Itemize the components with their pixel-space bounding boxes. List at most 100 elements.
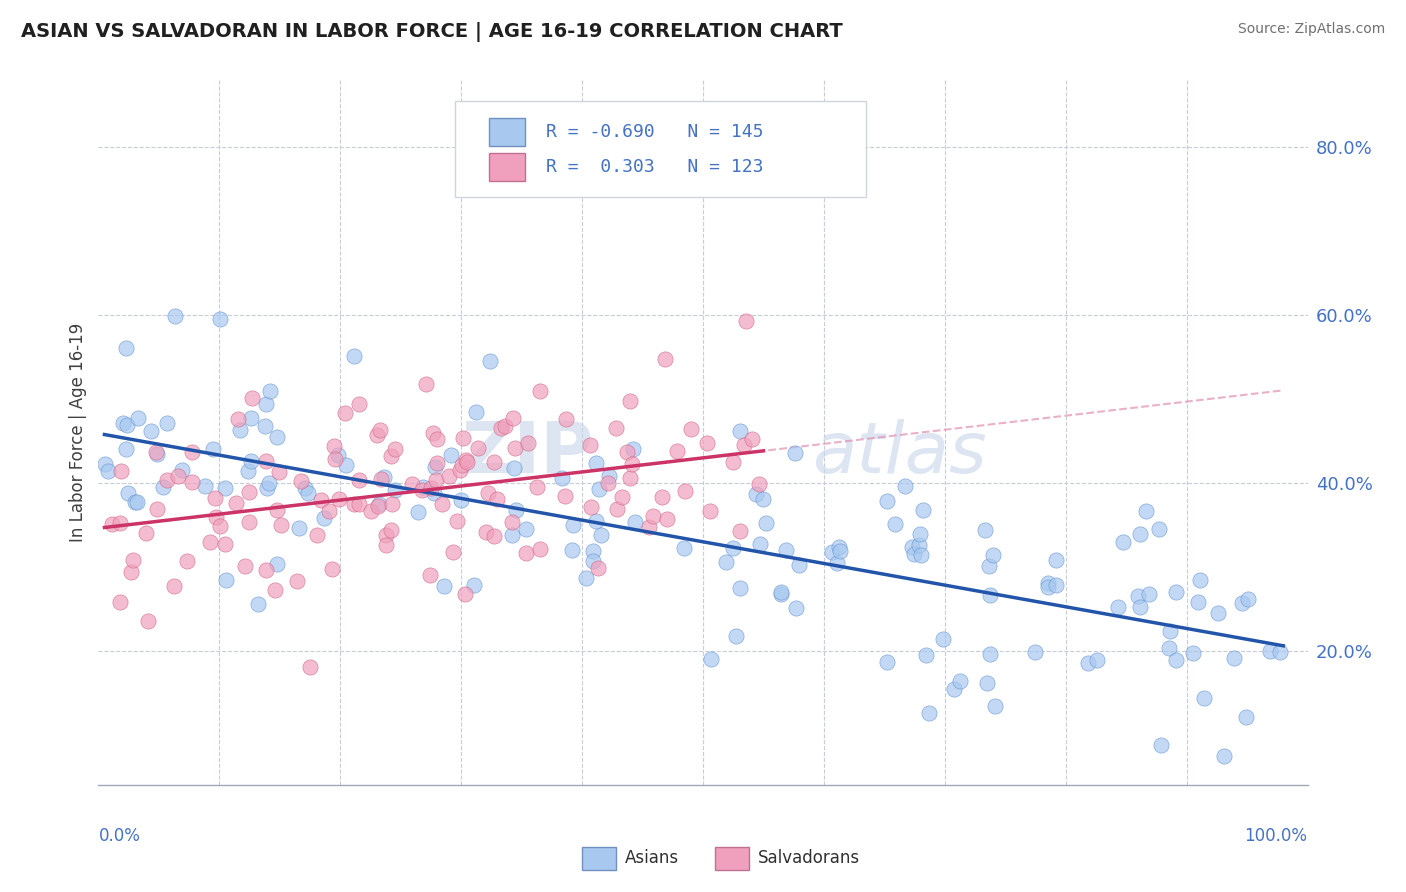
Point — [343, 497, 366, 511]
Point — [194, 479, 217, 493]
Point — [110, 464, 132, 478]
Point — [228, 411, 250, 425]
Point — [1111, 535, 1133, 549]
Point — [562, 517, 585, 532]
Point — [423, 459, 446, 474]
Point — [605, 421, 627, 435]
Point — [110, 595, 132, 609]
Point — [156, 417, 179, 431]
Point — [257, 475, 280, 490]
Point — [422, 486, 444, 500]
Point — [974, 523, 997, 537]
Point — [263, 583, 285, 598]
Point — [561, 543, 583, 558]
Point — [254, 419, 277, 434]
Point — [117, 417, 139, 432]
Point — [981, 548, 1004, 562]
Point — [482, 455, 505, 469]
Text: atlas: atlas — [811, 419, 987, 488]
Point — [433, 579, 456, 593]
FancyBboxPatch shape — [456, 102, 866, 196]
Point — [655, 512, 678, 526]
Point — [725, 629, 748, 643]
Point — [1181, 646, 1204, 660]
Point — [451, 431, 474, 445]
Point — [374, 538, 396, 552]
Point — [903, 547, 925, 561]
Point — [425, 473, 447, 487]
FancyBboxPatch shape — [716, 847, 749, 870]
Point — [441, 545, 464, 559]
Point — [755, 516, 778, 531]
Point — [163, 579, 186, 593]
Point — [93, 458, 115, 472]
Point — [665, 444, 688, 458]
Point — [894, 479, 917, 493]
Point — [728, 581, 751, 595]
Point — [503, 441, 526, 455]
Point — [426, 432, 449, 446]
Point — [343, 349, 366, 363]
Point — [616, 445, 638, 459]
Point — [979, 647, 1001, 661]
Point — [335, 458, 357, 472]
Point — [439, 448, 461, 462]
Point — [624, 515, 647, 529]
Point — [373, 470, 395, 484]
Point — [215, 573, 238, 587]
Point — [502, 411, 524, 425]
Point — [426, 456, 449, 470]
Point — [901, 541, 924, 555]
Point — [477, 486, 499, 500]
Point — [700, 651, 723, 665]
Point — [977, 559, 1000, 574]
Point — [374, 528, 396, 542]
Point — [367, 499, 389, 513]
Point — [828, 543, 851, 558]
Point — [654, 351, 676, 366]
Point — [254, 563, 277, 577]
Point — [1258, 644, 1281, 658]
Point — [696, 435, 718, 450]
Point — [200, 534, 222, 549]
Point — [112, 417, 135, 431]
Point — [420, 481, 443, 495]
Point — [503, 461, 526, 475]
Point — [598, 475, 620, 490]
Point — [422, 425, 444, 440]
Point — [641, 509, 664, 524]
Point — [269, 465, 291, 479]
Text: Salvadorans: Salvadorans — [758, 849, 859, 867]
Point — [412, 480, 434, 494]
Point — [741, 432, 763, 446]
Point — [101, 517, 124, 532]
Point — [347, 498, 370, 512]
Point — [152, 480, 174, 494]
Point — [606, 501, 628, 516]
Point — [1129, 527, 1152, 541]
Point — [586, 561, 609, 575]
Point — [415, 377, 437, 392]
Point — [366, 428, 388, 442]
Point — [1230, 596, 1253, 610]
Point — [672, 541, 695, 555]
Point — [240, 411, 263, 425]
Point — [1038, 576, 1060, 591]
Point — [1159, 624, 1181, 639]
Point — [318, 504, 340, 518]
Point — [979, 588, 1001, 602]
Point — [728, 524, 751, 538]
Point — [949, 673, 972, 688]
Point — [451, 458, 474, 472]
Point — [610, 490, 633, 504]
Point — [465, 405, 488, 419]
Point — [734, 314, 756, 328]
Point — [585, 456, 607, 470]
Point — [585, 514, 607, 528]
Point — [204, 491, 226, 505]
Point — [1159, 640, 1181, 655]
Point — [769, 587, 792, 601]
Point — [156, 473, 179, 487]
Point — [166, 469, 188, 483]
Point — [728, 425, 751, 439]
